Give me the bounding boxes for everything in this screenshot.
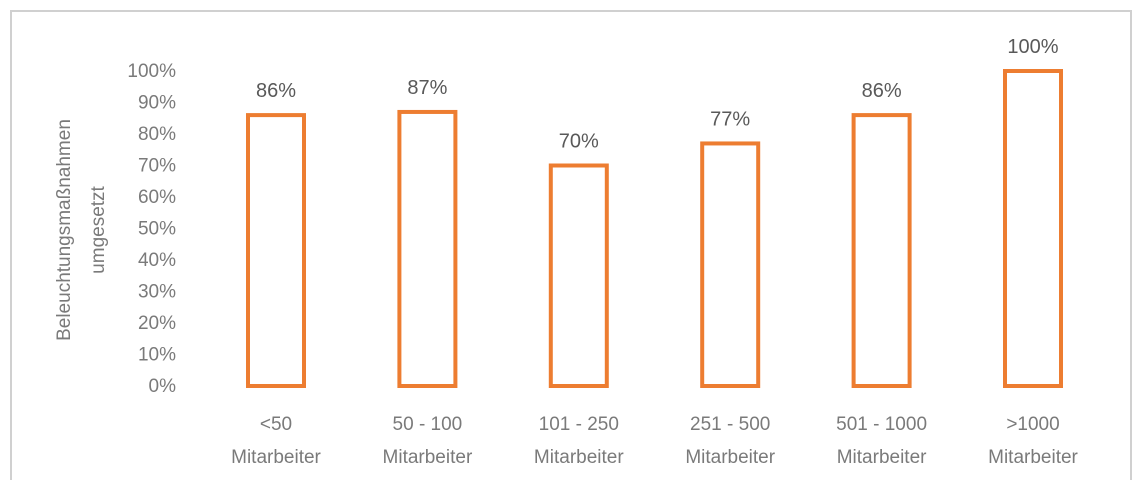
category-label: Mitarbeiter bbox=[685, 447, 775, 468]
bar bbox=[700, 141, 761, 388]
y-axis-label: Beleuchtungsmaßnahmen umgesetzt bbox=[54, 119, 109, 341]
y-tick-label: 90% bbox=[138, 93, 176, 114]
y-axis-label-line-2: umgesetzt bbox=[88, 185, 109, 273]
category-label: >1000 bbox=[1006, 414, 1059, 435]
data-label: 86% bbox=[862, 80, 902, 102]
category-label: 501 - 1000 bbox=[836, 414, 927, 435]
category-label: 50 - 100 bbox=[393, 414, 463, 435]
category-label: <50 bbox=[260, 414, 292, 435]
data-label: 70% bbox=[559, 131, 599, 153]
category-label: Mitarbeiter bbox=[837, 447, 927, 468]
y-axis-ticks: 0% 10% 20% 30% 40% 50% 60% 70% 80% 90% 100% bbox=[127, 61, 176, 397]
bars bbox=[246, 69, 1063, 388]
bar bbox=[246, 113, 306, 388]
category-label: 101 - 250 bbox=[539, 414, 619, 435]
data-label: 86% bbox=[256, 80, 296, 102]
category-label: Mitarbeiter bbox=[988, 447, 1078, 468]
y-axis-label-line-1: Beleuchtungsmaßnahmen bbox=[54, 119, 75, 341]
bar bbox=[397, 109, 458, 388]
category-label: Mitarbeiter bbox=[534, 447, 624, 468]
data-label: 100% bbox=[1007, 36, 1058, 58]
y-tick-label: 30% bbox=[138, 282, 176, 303]
category-labels: <50 Mitarbeiter 50 - 100 Mitarbeiter 101 - 2… bbox=[231, 414, 1078, 468]
bar bbox=[851, 113, 912, 388]
y-tick-label: 40% bbox=[138, 250, 176, 271]
category-label: Mitarbeiter bbox=[231, 447, 321, 468]
y-tick-label: 10% bbox=[138, 345, 176, 366]
bar bbox=[548, 163, 609, 388]
y-tick-label: 100% bbox=[127, 61, 176, 82]
data-labels: 86% 87% 70% 77% 86% 100% bbox=[256, 36, 1059, 153]
y-tick-label: 20% bbox=[138, 313, 176, 334]
y-tick-label: 0% bbox=[149, 376, 177, 397]
y-tick-label: 80% bbox=[138, 124, 176, 145]
data-label: 87% bbox=[407, 77, 447, 99]
bar bbox=[1003, 69, 1063, 388]
data-label: 77% bbox=[710, 108, 750, 130]
category-label: Mitarbeiter bbox=[383, 447, 473, 468]
y-tick-label: 50% bbox=[138, 219, 176, 240]
y-tick-label: 70% bbox=[138, 156, 176, 177]
category-label: 251 - 500 bbox=[690, 414, 770, 435]
y-tick-label: 60% bbox=[138, 187, 176, 208]
